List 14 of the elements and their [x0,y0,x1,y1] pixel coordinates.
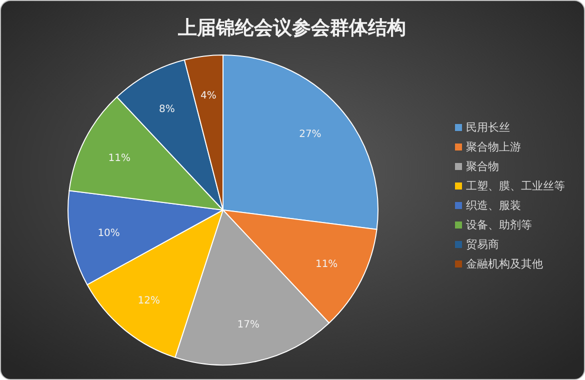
data-label: 11% [108,153,131,164]
data-label: 17% [237,319,260,330]
legend-label: 聚合物上游 [466,140,521,154]
data-label: 12% [138,296,160,307]
data-label: 11% [315,258,338,270]
data-label: 8% [159,104,175,116]
data-label: 27% [299,129,322,140]
legend-label: 聚合物 [466,160,499,173]
legend-label: 贸易商 [466,238,499,251]
slice-label: 民用长丝 [466,121,510,134]
data-label: 4% [200,90,216,102]
data-label: 10% [98,228,120,239]
legend-label: 织造、服装 [466,199,521,212]
chart-title: 上届锦纶会议参会群体结构 [177,17,406,39]
